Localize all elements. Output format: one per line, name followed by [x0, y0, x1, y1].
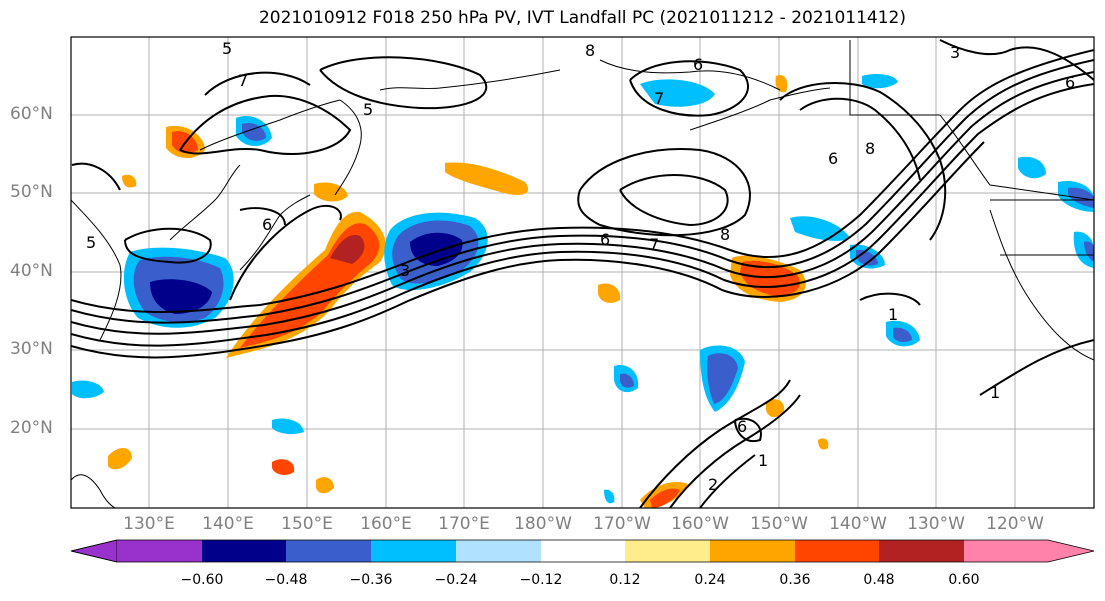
lon-label: 160°E	[360, 514, 412, 534]
contour-label: 7	[649, 235, 659, 254]
contour-label: 5	[86, 233, 96, 252]
colorbar-tick-label: 0.36	[779, 572, 811, 588]
colorbar-segment	[541, 540, 625, 562]
lon-label: 120°W	[986, 514, 1044, 534]
colorbar-segment	[710, 540, 795, 562]
lon-label: 150°W	[750, 514, 808, 534]
coastlines	[71, 40, 1094, 508]
contour-label: 5	[222, 39, 232, 58]
pv-contours	[71, 39, 1094, 508]
lat-label: 40°N	[10, 261, 53, 281]
colorbar-tick-label: 0.24	[694, 572, 726, 588]
map-title: 2021010912 F018 250 hPa PV, IVT Landfall…	[258, 8, 906, 28]
colorbar-segment	[286, 540, 371, 562]
map-frame	[70, 36, 1095, 509]
lon-label: 130°E	[123, 514, 175, 534]
lat-label: 30°N	[10, 339, 53, 359]
colorbar-tick-label: −0.24	[434, 572, 478, 588]
lon-label: 170°E	[438, 514, 490, 534]
colorbar-tick-label: −0.12	[519, 572, 563, 588]
contour-label: 6	[262, 215, 272, 234]
contour-label: 6	[600, 230, 610, 249]
lon-label: 140°E	[202, 514, 254, 534]
lon-label: 150°E	[281, 514, 333, 534]
contour-label: 6	[737, 417, 747, 436]
lat-label: 20°N	[10, 418, 53, 438]
colorbar-tick-label: 0.60	[948, 572, 980, 588]
contour-labels: 5 7 5 6 8 6 7 8 6 7 8 6 5 6 3 2 1 1 1 3 …	[86, 39, 1075, 494]
lon-label: 180°W	[514, 514, 572, 534]
colorbar-extend-low	[70, 539, 118, 563]
colorbar-tick-label: 0.12	[609, 572, 641, 588]
colorbar-segment	[456, 540, 541, 562]
contour-label: 1	[990, 383, 1000, 402]
lon-label: 140°W	[829, 514, 887, 534]
lat-label: 60°N	[10, 104, 53, 124]
contour-label: 6	[1065, 73, 1075, 92]
colorbar-segment	[879, 540, 964, 562]
colorbar-segment	[371, 540, 456, 562]
contour-label: 3	[400, 261, 410, 280]
contour-label: 6	[828, 149, 838, 168]
contour-label: 8	[865, 139, 875, 158]
colorbar-segment	[202, 540, 286, 562]
colorbar	[70, 539, 1095, 563]
contour-label: 5	[363, 100, 373, 119]
lat-label: 50°N	[10, 182, 53, 202]
colorbar-tick-label: −0.60	[180, 572, 224, 588]
contour-label: 2	[708, 475, 718, 494]
contour-label: 1	[888, 305, 898, 324]
colorbar-segment	[795, 540, 879, 562]
colorbar-segment	[117, 540, 202, 562]
contour-label: 7	[654, 89, 664, 108]
colorbar-segment	[625, 540, 710, 562]
contour-label: 8	[585, 41, 595, 60]
contour-label: 7	[238, 71, 248, 90]
lon-label: 130°W	[907, 514, 965, 534]
colorbar-tick-label: 0.48	[863, 572, 895, 588]
colorbar-tick-label: −0.48	[264, 572, 308, 588]
colorbar-extend-high	[964, 540, 1094, 562]
colorbar-tick-label: −0.36	[349, 572, 393, 588]
contour-label: 6	[693, 55, 703, 74]
contour-label: 8	[720, 225, 730, 244]
lon-label: 170°W	[593, 514, 651, 534]
lon-label: 160°W	[671, 514, 729, 534]
contour-label: 3	[950, 43, 960, 62]
contour-label: 1	[758, 451, 768, 470]
